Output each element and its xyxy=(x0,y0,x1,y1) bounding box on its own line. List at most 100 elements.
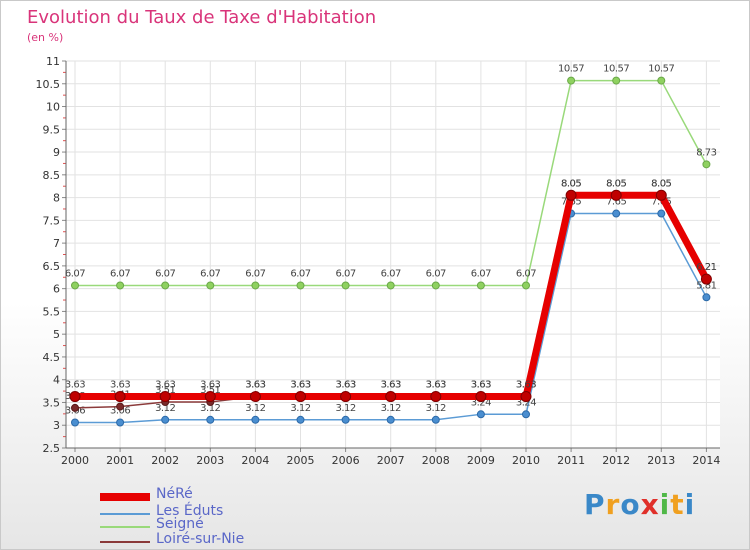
data-label-seigne: 6.07 xyxy=(335,268,355,279)
data-point-seigne xyxy=(386,281,395,290)
data-point-les-eduts xyxy=(341,415,350,424)
logo-letter: o xyxy=(620,488,641,521)
data-point-nere xyxy=(610,189,622,201)
data-label-nere: 3.63 xyxy=(200,380,220,391)
data-label-seigne: 6.07 xyxy=(65,268,85,279)
data-point-seigne xyxy=(341,281,350,290)
data-label-nere: 3.63 xyxy=(110,380,130,391)
plot-area xyxy=(66,61,720,448)
x-tick-label: 2010 xyxy=(512,454,540,467)
y-tick-label: 3 xyxy=(53,419,60,432)
data-point-les-eduts xyxy=(702,293,711,302)
chart-title: Evolution du Taux de Taxe d'Habitation xyxy=(27,7,377,28)
logo-letter: P xyxy=(584,488,606,521)
legend-label-loire-sur-nie: Loiré-sur-Nie xyxy=(156,531,245,547)
data-point-nere xyxy=(385,391,397,403)
data-point-les-eduts xyxy=(71,418,79,427)
data-label-loire-sur-nie: 8.05 xyxy=(606,178,626,189)
x-tick-label: 2000 xyxy=(61,454,89,467)
logo-letter: i xyxy=(659,488,671,521)
data-point-nere xyxy=(295,391,306,403)
data-label-nere: 3.63 xyxy=(471,380,491,391)
x-tick-label: 2012 xyxy=(602,454,630,467)
data-point-les-eduts xyxy=(116,418,125,427)
x-tick-label: 2001 xyxy=(106,454,134,467)
data-label-seigne: 6.07 xyxy=(200,268,220,279)
data-label-seigne: 6.07 xyxy=(290,268,310,279)
data-label-loire-sur-nie: 3.63 xyxy=(381,380,401,391)
data-label-les-eduts: 3.12 xyxy=(155,403,175,414)
y-tick-label: 5 xyxy=(53,328,60,341)
data-label-loire-sur-nie: 3.63 xyxy=(335,380,355,391)
data-point-les-eduts xyxy=(612,209,621,218)
data-point-seigne xyxy=(206,281,215,290)
data-label-loire-sur-nie: 8.05 xyxy=(651,178,671,189)
logo-letter: x xyxy=(640,488,660,521)
data-label-nere: 3.63 xyxy=(290,380,310,391)
y-tick-label: 10.5 xyxy=(36,78,61,91)
data-point-seigne xyxy=(296,281,305,290)
data-label-nere: 8.05 xyxy=(651,178,671,189)
data-label-les-eduts: 7.65 xyxy=(606,197,626,208)
y-tick-label: 10 xyxy=(46,101,60,114)
data-point-seigne xyxy=(116,281,125,290)
data-label-seigne: 6.07 xyxy=(516,268,536,279)
data-point-seigne xyxy=(612,76,621,85)
data-label-nere: 3.63 xyxy=(381,380,401,391)
data-label-seigne: 6.07 xyxy=(471,268,491,279)
y-tick-label: 3.5 xyxy=(43,396,61,409)
legend-label-seigne: Seigné xyxy=(156,516,204,532)
data-point-seigne xyxy=(567,76,576,85)
legend-swatch-les-eduts xyxy=(100,513,150,515)
data-point-seigne xyxy=(251,281,260,290)
data-label-seigne: 6.07 xyxy=(155,268,175,279)
chart-subtitle: (en %) xyxy=(27,31,64,44)
data-point-les-eduts xyxy=(431,415,440,424)
data-label-loire-sur-nie: 8.05 xyxy=(561,178,581,189)
y-tick-label: 6 xyxy=(53,283,60,296)
data-label-seigne: 10.57 xyxy=(603,64,629,75)
x-tick-label: 2011 xyxy=(557,454,585,467)
x-tick-label: 2006 xyxy=(332,454,360,467)
data-label-nere: 8.05 xyxy=(561,178,581,189)
data-point-les-eduts xyxy=(251,415,260,424)
data-point-nere xyxy=(159,391,171,403)
x-tick-label: 2003 xyxy=(196,454,224,467)
legend-swatch-seigne xyxy=(100,526,150,528)
data-label-les-eduts: 3.12 xyxy=(290,403,310,414)
data-label-les-eduts: 3.12 xyxy=(200,403,220,414)
data-label-seigne: 6.07 xyxy=(110,268,130,279)
data-label-loire-sur-nie: 6.21 xyxy=(696,262,716,273)
data-label-seigne: 6.07 xyxy=(381,268,401,279)
data-point-les-eduts xyxy=(657,209,666,218)
data-label-nere: 8.05 xyxy=(606,178,626,189)
x-tick-label: 2002 xyxy=(151,454,179,467)
data-point-nere xyxy=(565,189,577,201)
data-label-nere: 3.63 xyxy=(426,380,446,391)
data-label-les-eduts: 3.12 xyxy=(426,403,446,414)
y-tick-label: 11 xyxy=(46,55,60,68)
data-point-seigne xyxy=(71,281,79,290)
data-point-les-eduts xyxy=(206,415,215,424)
data-point-les-eduts xyxy=(161,415,170,424)
data-label-nere: 3.63 xyxy=(245,380,265,391)
data-label-loire-sur-nie: 3.63 xyxy=(290,380,310,391)
x-tick-label: 2005 xyxy=(287,454,315,467)
data-label-les-eduts: 3.24 xyxy=(516,397,536,408)
x-tick-label: 2014 xyxy=(692,454,720,467)
data-point-seigne xyxy=(431,281,440,290)
legend-label-nere: NéRé xyxy=(156,486,193,502)
data-label-seigne: 6.07 xyxy=(245,268,265,279)
data-label-seigne: 10.57 xyxy=(558,64,584,75)
logo-letter: t xyxy=(670,488,685,521)
legend-swatch-loire-sur-nie xyxy=(100,541,150,543)
data-point-nere xyxy=(249,391,261,403)
data-point-nere xyxy=(69,391,81,403)
data-point-seigne xyxy=(702,160,711,169)
y-tick-label: 4 xyxy=(53,374,60,387)
data-point-loire-sur-nie xyxy=(71,403,79,412)
data-point-nere xyxy=(114,391,126,403)
logo-letter: r xyxy=(605,488,621,521)
data-point-nere xyxy=(204,391,216,403)
data-label-les-eduts: 3.12 xyxy=(335,403,355,414)
